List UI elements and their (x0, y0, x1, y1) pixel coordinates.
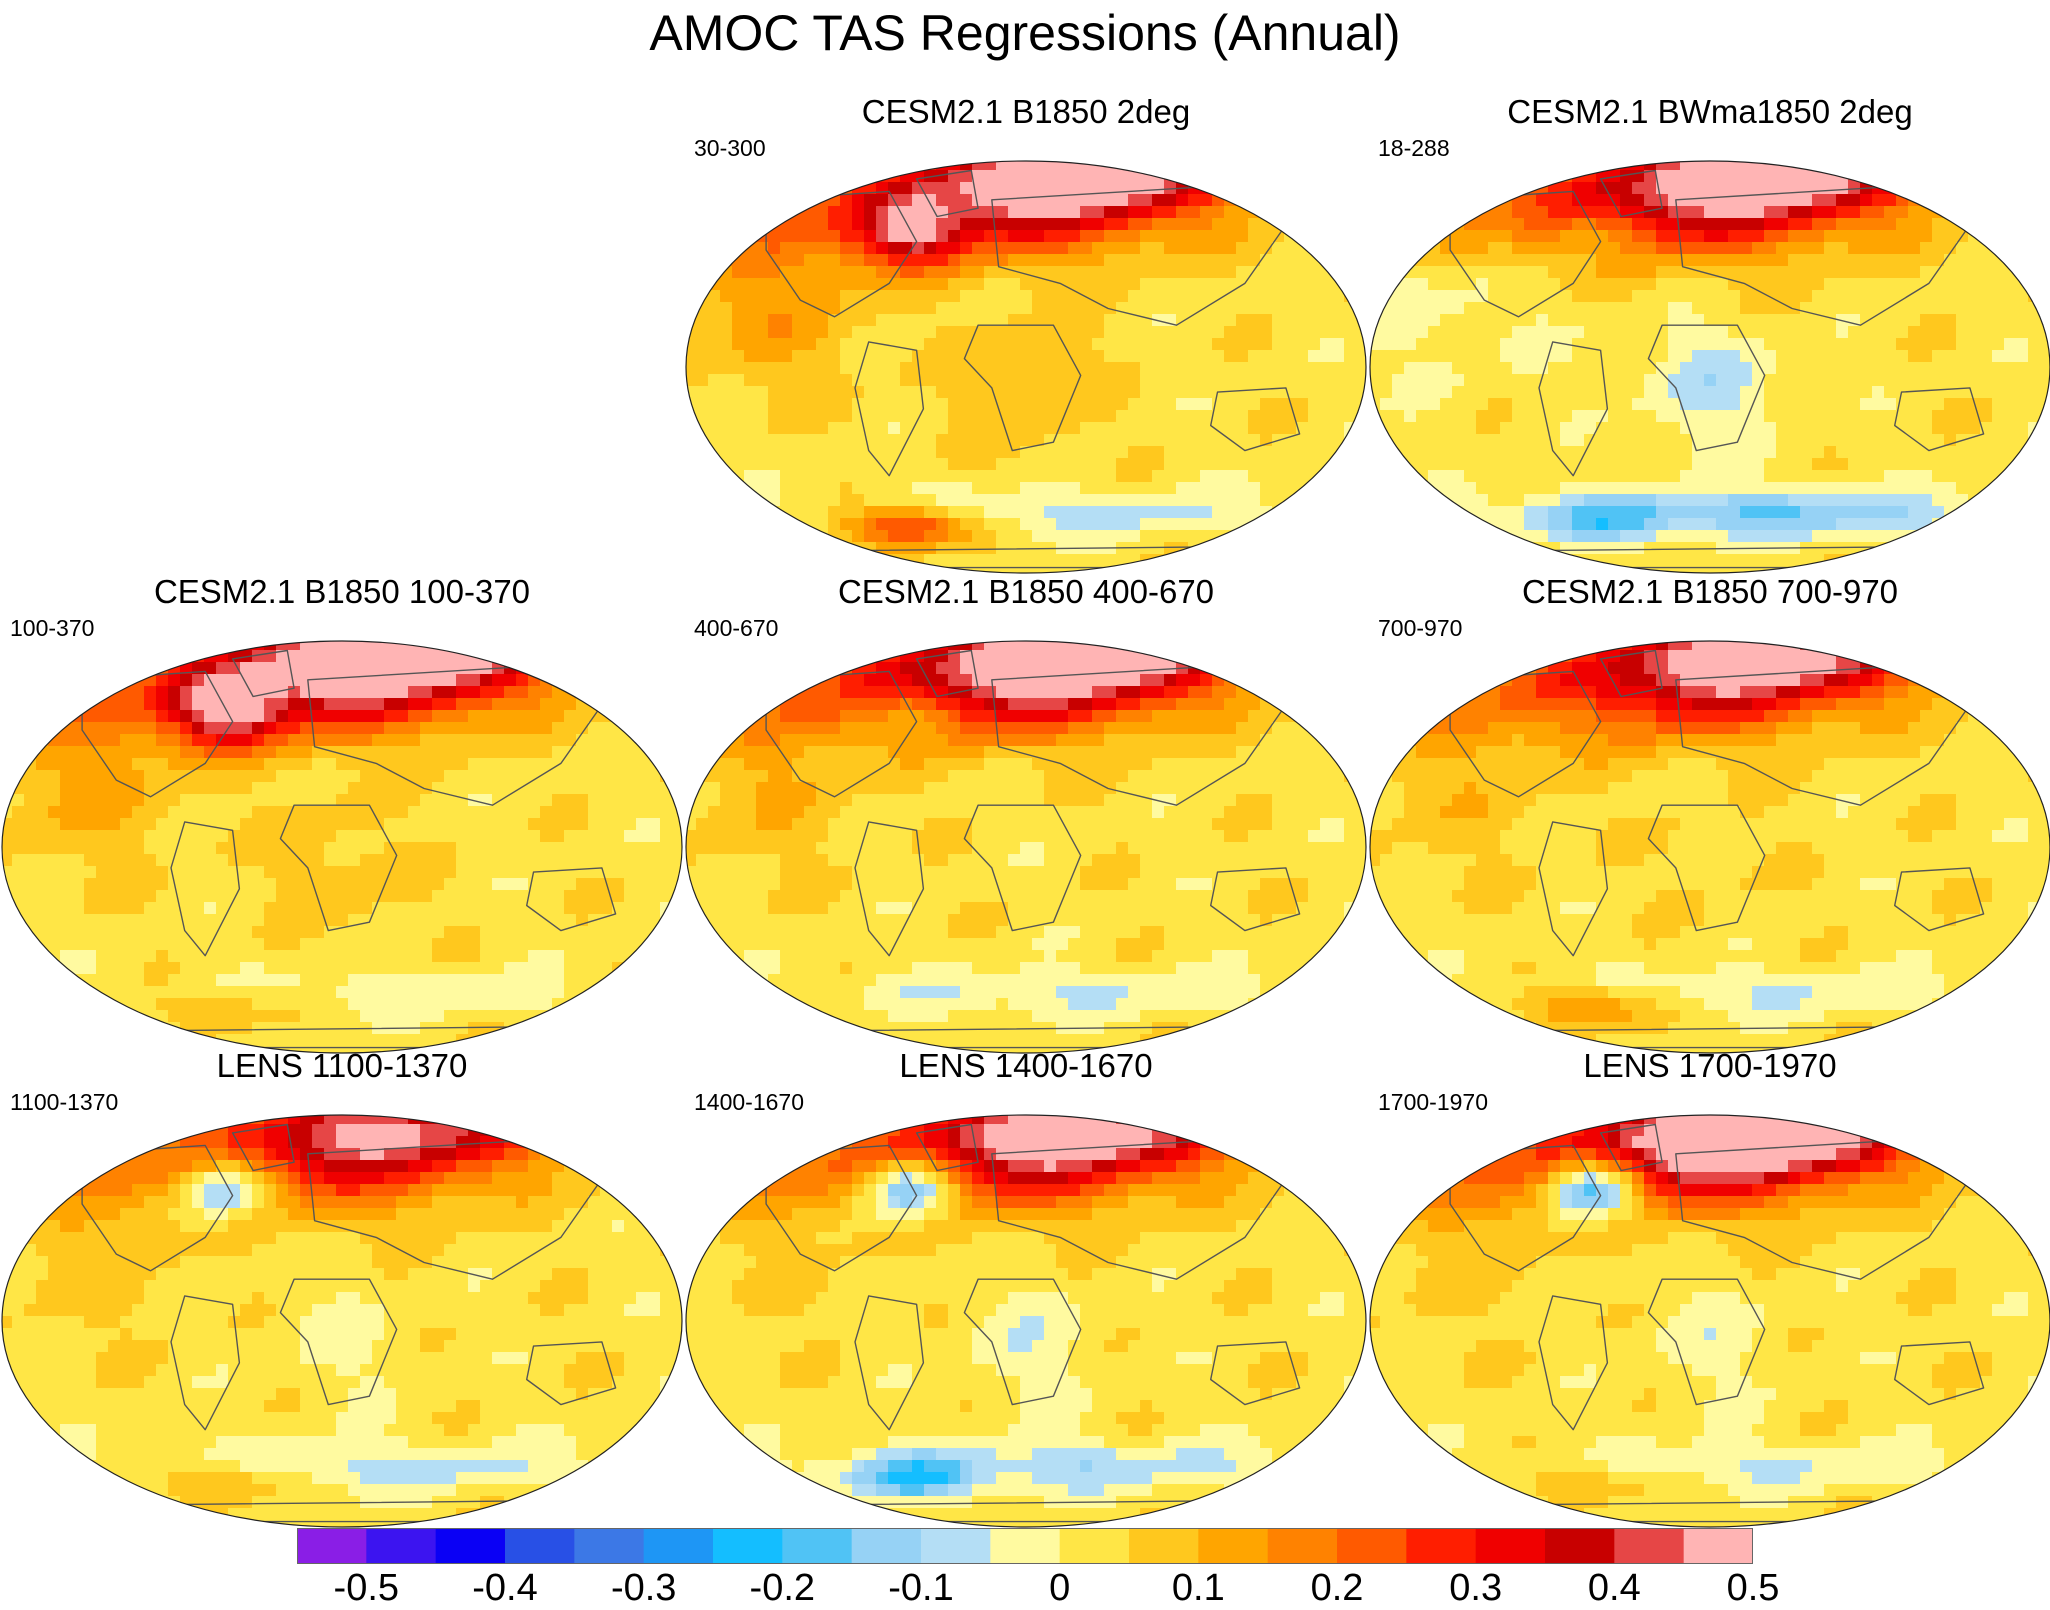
map-panel: CESM2.1 B1850 700-970 700-970 (1368, 572, 2050, 1056)
map-panel: LENS 1400-1670 1400-1670 (684, 1046, 1368, 1530)
colorbar-tick-label: -0.1 (861, 1566, 981, 1610)
panel-title: LENS 1400-1670 (684, 1046, 1368, 1086)
colorbar-swatch (366, 1528, 436, 1564)
colorbar-swatch (297, 1528, 367, 1564)
colorbar-swatch (1129, 1528, 1199, 1564)
colorbar-swatch (644, 1528, 714, 1564)
colorbar-swatch (921, 1528, 991, 1564)
colorbar-swatch (1614, 1528, 1684, 1564)
colorbar-tick-label: -0.3 (584, 1566, 704, 1610)
colorbar-tick-label: -0.2 (722, 1566, 842, 1610)
colorbar-tick-label: 0.1 (1138, 1566, 1258, 1610)
colorbar (297, 1528, 1753, 1564)
colorbar-swatch (1406, 1528, 1476, 1564)
panel-title: LENS 1700-1970 (1368, 1046, 2050, 1086)
colorbar-tick-label: -0.5 (306, 1566, 426, 1610)
robinson-map (684, 638, 1368, 1056)
colorbar-swatch (1545, 1528, 1615, 1564)
robinson-map (1368, 1112, 2050, 1530)
colorbar-tick-label: 0 (1000, 1566, 1120, 1610)
map-panel: CESM2.1 B1850 400-670 400-670 (684, 572, 1368, 1056)
colorbar-swatch (1476, 1528, 1546, 1564)
panel-title: CESM2.1 B1850 2deg (684, 92, 1368, 132)
colorbar-swatch (1060, 1528, 1130, 1564)
robinson-map (1368, 158, 2050, 576)
colorbar-swatch (852, 1528, 922, 1564)
map-panel: CESM2.1 B1850 2deg 30-300 (684, 92, 1368, 576)
colorbar-swatch (990, 1528, 1060, 1564)
robinson-map (0, 1112, 684, 1530)
panel-title: LENS 1100-1370 (0, 1046, 684, 1086)
colorbar-swatch (574, 1528, 644, 1564)
panel-title: CESM2.1 B1850 700-970 (1368, 572, 2050, 612)
colorbar-swatch (1198, 1528, 1268, 1564)
colorbar-swatch (1337, 1528, 1407, 1564)
colorbar-tick-label: 0.3 (1416, 1566, 1536, 1610)
map-panel: LENS 1700-1970 1700-1970 (1368, 1046, 2050, 1530)
colorbar-swatch (782, 1528, 852, 1564)
map-panel: CESM2.1 BWma1850 2deg 18-288 (1368, 92, 2050, 576)
colorbar-tick-label: 0.4 (1554, 1566, 1674, 1610)
robinson-map (1368, 638, 2050, 1056)
colorbar-swatch (713, 1528, 783, 1564)
colorbar-swatch (436, 1528, 506, 1564)
figure-title: AMOC TAS Regressions (Annual) (0, 4, 2050, 62)
panel-title: CESM2.1 BWma1850 2deg (1368, 92, 2050, 132)
map-panel: CESM2.1 B1850 100-370 100-370 (0, 572, 684, 1056)
colorbar-tick-label: -0.4 (445, 1566, 565, 1610)
colorbar-tick-label: 0.2 (1277, 1566, 1397, 1610)
colorbar-swatch (505, 1528, 575, 1564)
robinson-map (0, 638, 684, 1056)
colorbar-swatch (1268, 1528, 1338, 1564)
colorbar-swatch (1684, 1528, 1753, 1564)
colorbar-tick-label: 0.5 (1693, 1566, 1813, 1610)
panel-title: CESM2.1 B1850 400-670 (684, 572, 1368, 612)
map-panel: LENS 1100-1370 1100-1370 (0, 1046, 684, 1530)
panel-title: CESM2.1 B1850 100-370 (0, 572, 684, 612)
robinson-map (684, 158, 1368, 576)
robinson-map (684, 1112, 1368, 1530)
